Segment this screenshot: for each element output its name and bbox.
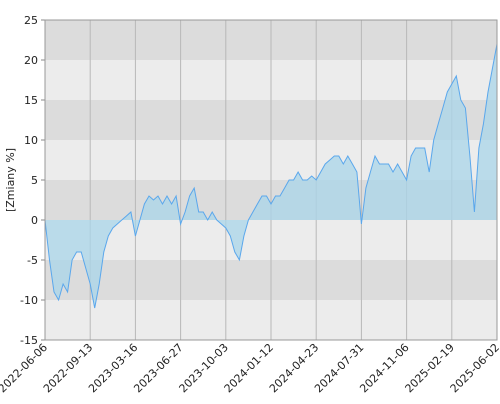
- y-tick-label: 20: [24, 54, 38, 67]
- y-tick-label: 10: [24, 134, 38, 147]
- y-tick-label: -10: [20, 294, 38, 307]
- line: [44, 43, 498, 309]
- y-tick-label: 5: [31, 174, 38, 187]
- area: [45, 44, 497, 308]
- y-tick-label: -5: [27, 254, 38, 267]
- y-tick-label: 25: [24, 14, 38, 27]
- y-axis-label: [Zmiany %]: [4, 148, 17, 212]
- y-tick-label: -15: [20, 334, 38, 347]
- y-tick-label: 0: [31, 214, 38, 227]
- y-tick-label: 15: [24, 94, 38, 107]
- plot-frame: [44, 19, 498, 341]
